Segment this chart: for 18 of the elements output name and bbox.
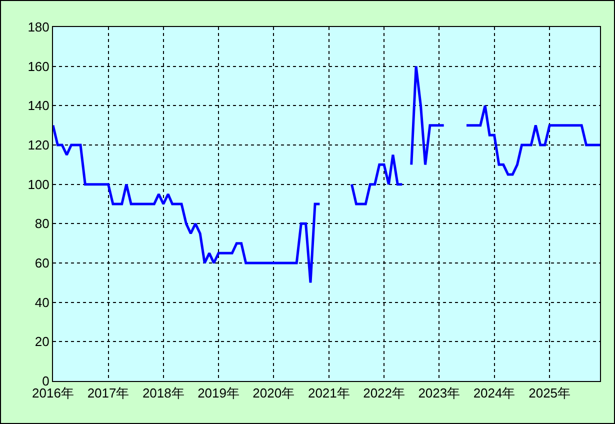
y-tick-label: 120 bbox=[28, 138, 50, 153]
x-tick-label: 2024年 bbox=[473, 386, 516, 401]
x-tick-label: 2018年 bbox=[142, 386, 184, 401]
y-tick-label: 20 bbox=[34, 334, 50, 350]
x-tick-label: 2025年 bbox=[528, 386, 571, 401]
y-tick-label: 80 bbox=[34, 216, 50, 232]
y-tick-label: 40 bbox=[34, 294, 50, 310]
x-tick-label: 2019年 bbox=[198, 386, 240, 401]
x-tick-label: 2021年 bbox=[308, 386, 350, 401]
y-tick-label: 140 bbox=[28, 98, 50, 114]
x-tick-label: 2020年 bbox=[252, 386, 295, 401]
y-tick-label: 180 bbox=[28, 20, 50, 35]
x-tick-label: 2023年 bbox=[418, 386, 460, 401]
y-tick-label: 160 bbox=[28, 58, 50, 74]
y-tick-label: 100 bbox=[28, 176, 50, 192]
x-tick-label: 2022年 bbox=[363, 386, 405, 401]
y-tick-label: 60 bbox=[34, 256, 50, 271]
x-tick-label: 2017年 bbox=[87, 386, 130, 401]
